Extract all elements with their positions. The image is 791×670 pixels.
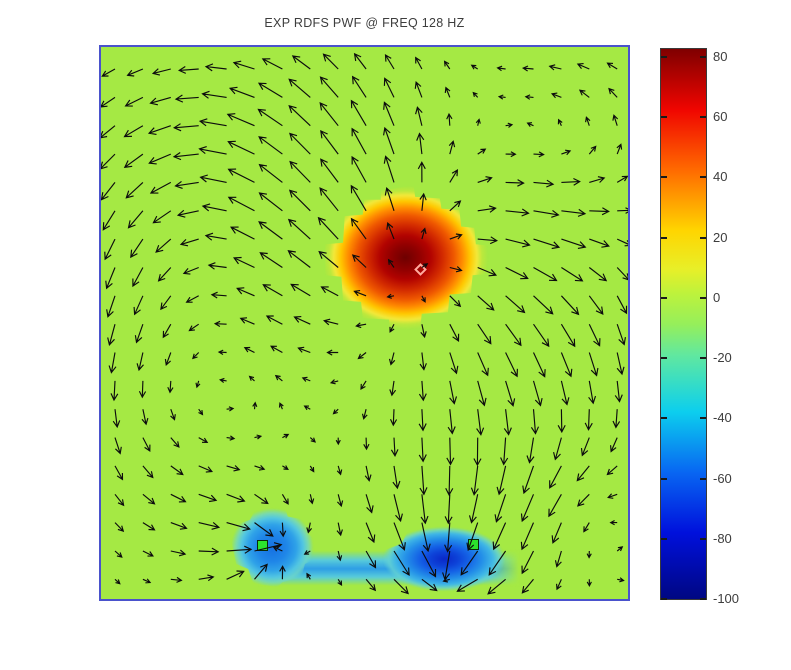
colorbar-tick-mark: [661, 417, 667, 420]
colorbar-tick-label: -20: [713, 350, 732, 366]
colorbar-tick-label: 80: [713, 49, 728, 64]
plot-area: [99, 45, 630, 601]
colorbar-tick-mark: [700, 597, 706, 600]
colorbar-tick-mark: [661, 477, 667, 480]
colorbar-tick-mark: [661, 597, 667, 600]
sink-marker-left: [256, 539, 268, 551]
colorbar-tick-mark: [700, 477, 706, 480]
colorbar-tick-label: 40: [713, 169, 728, 185]
colorbar-tick-mark: [700, 357, 706, 360]
colorbar-tick-mark: [700, 236, 706, 239]
colorbar-tick-mark: [661, 176, 667, 179]
colorbar-tick-label: 0: [713, 289, 721, 305]
quiver-field: [101, 52, 628, 595]
colorbar: 80 60 40 20 0 -20 -40 -60 -80 -100: [660, 48, 739, 606]
colorbar-tick-label: -100: [713, 590, 740, 606]
colorbar-tick-mark: [661, 116, 667, 119]
colorbar-tick-label: -60: [713, 470, 732, 486]
colorbar-tick-mark: [700, 537, 706, 540]
sink-marker-right: [467, 538, 479, 550]
colorbar-tick-mark: [661, 537, 667, 540]
colorbar-tick-label: -80: [713, 530, 732, 546]
colorbar-tick-mark: [700, 176, 706, 179]
colorbar-tick-mark: [700, 56, 706, 58]
colorbar-tick-mark: [661, 357, 667, 360]
colorbar-tick-mark: [700, 116, 706, 119]
colorbar-gradient: [660, 48, 707, 600]
colorbar-tick-label: -40: [713, 410, 732, 426]
colorbar-tick-mark: [661, 236, 667, 239]
colorbar-tick-mark: [661, 56, 667, 58]
colorbar-tick-mark: [700, 296, 706, 299]
colorbar-tick-mark: [661, 296, 667, 299]
colorbar-tick-mark: [700, 417, 706, 420]
colorbar-tick-label: 20: [713, 229, 728, 245]
plot-title: EXP RDFS PWF @ FREQ 128 HZ: [264, 16, 465, 30]
colorbar-tick-label: 60: [713, 109, 728, 125]
